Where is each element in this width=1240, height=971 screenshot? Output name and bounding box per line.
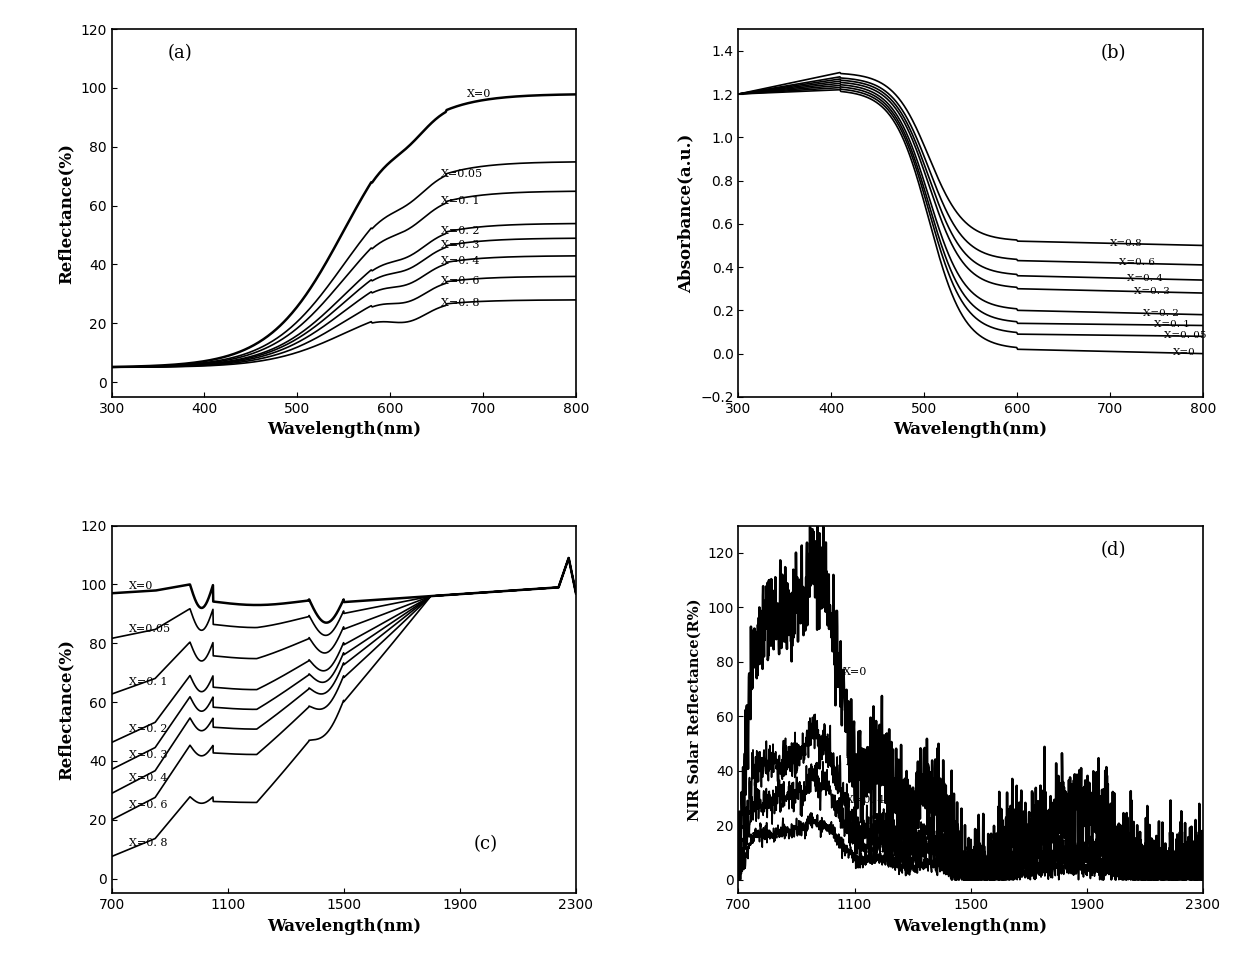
- Text: X=0. 3: X=0. 3: [1135, 287, 1171, 296]
- Text: X=0: X=0: [1173, 349, 1195, 357]
- Text: X=0: X=0: [129, 582, 154, 591]
- Text: (b): (b): [1101, 45, 1126, 62]
- Text: X=0. 6: X=0. 6: [129, 800, 167, 810]
- Text: (a): (a): [167, 45, 192, 62]
- Text: X=0. 15: X=0. 15: [846, 757, 892, 767]
- X-axis label: Wavelength(nm): Wavelength(nm): [267, 421, 420, 438]
- Text: X=0.8: X=0.8: [1110, 239, 1142, 248]
- Text: X=0. 8: X=0. 8: [441, 297, 480, 308]
- Y-axis label: NIR Solar Reflectance(R%): NIR Solar Reflectance(R%): [688, 598, 702, 820]
- Text: X=0. 2: X=0. 2: [129, 723, 167, 733]
- X-axis label: Wavelength(nm): Wavelength(nm): [894, 421, 1048, 438]
- Text: X=0: X=0: [843, 667, 867, 678]
- Text: (d): (d): [1101, 541, 1126, 559]
- Text: X=0. 6: X=0. 6: [441, 276, 480, 285]
- Text: X=0. 1: X=0. 1: [129, 677, 167, 686]
- Text: X=0. 1: X=0. 1: [441, 196, 480, 206]
- X-axis label: Wavelength(nm): Wavelength(nm): [267, 918, 420, 935]
- Text: X=0. 4: X=0. 4: [1127, 274, 1163, 283]
- Text: X=0. 8: X=0. 8: [129, 838, 167, 849]
- Text: X=0. 3: X=0. 3: [129, 750, 167, 759]
- Text: X=0. 4: X=0. 4: [846, 795, 884, 805]
- Y-axis label: Absorbance(a.u.): Absorbance(a.u.): [677, 133, 694, 292]
- Text: X=0. 6: X=0. 6: [1120, 258, 1156, 267]
- Text: X=0. 3: X=0. 3: [441, 240, 480, 250]
- Y-axis label: Reflectance(%): Reflectance(%): [58, 639, 74, 780]
- Text: X=0.05: X=0.05: [441, 169, 484, 179]
- Text: X=0. 4: X=0. 4: [129, 774, 167, 784]
- Text: X=0. 2: X=0. 2: [1143, 309, 1179, 318]
- Text: X=0: X=0: [467, 88, 491, 99]
- Text: X=0. 4: X=0. 4: [441, 256, 480, 266]
- Text: X=0. 05: X=0. 05: [1164, 331, 1207, 341]
- X-axis label: Wavelength(nm): Wavelength(nm): [894, 918, 1048, 935]
- Text: X=0.05: X=0.05: [129, 624, 171, 634]
- Text: X=0. 8: X=0. 8: [861, 845, 899, 854]
- Text: X=0. 1: X=0. 1: [1153, 320, 1189, 329]
- Text: X=0. 2: X=0. 2: [441, 226, 480, 236]
- Y-axis label: Reflectance(%): Reflectance(%): [58, 143, 74, 284]
- Text: (c): (c): [474, 835, 498, 854]
